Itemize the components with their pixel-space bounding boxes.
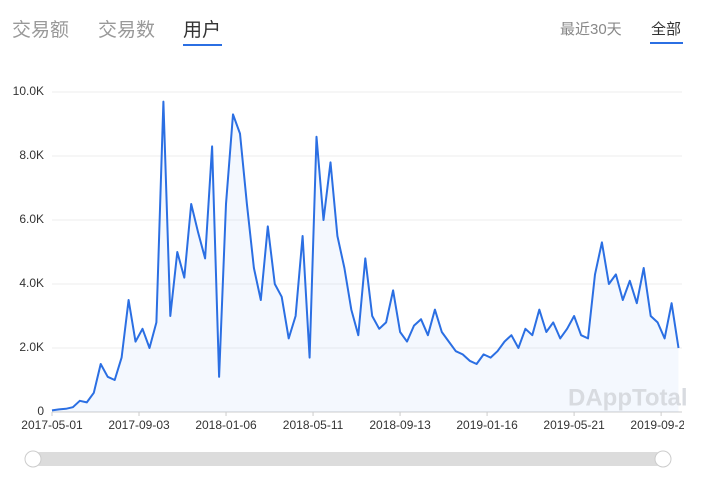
area [52,101,679,412]
slider-track [33,452,663,466]
x-tick-label: 2018-05-11 [283,418,344,432]
x-tick-label: 2017-05-01 [21,418,83,432]
y-tick-label: 8.0K [19,148,44,162]
y-tick-label: 4.0K [19,276,44,290]
range-underline [650,42,683,44]
tab[interactable]: 交易额 [12,19,69,41]
y-tick-label: 0 [37,404,44,418]
slider-handle[interactable] [24,450,42,468]
x-axis-labels: 2017-05-01 2017-09-03 2018-01-06 2018-05-11… [21,412,692,432]
tab-active[interactable]: 用户 [183,19,221,41]
x-tick-label: 2018-09-13 [369,418,431,432]
y-tick-label: 6.0K [19,212,44,226]
plot: 0 2.0K 4.0K 6.0K 8.0K 10.0K 2017-05-01 2017-09-… [13,84,692,432]
tab[interactable]: 交易数 [98,19,155,41]
slider[interactable] [24,450,672,468]
x-tick-label: 2019-09-23 [630,418,692,432]
y-tick-label: 10.0K [13,84,44,98]
watermark: DAppTotal [568,384,688,411]
x-tick-label: 2017-09-03 [108,418,170,432]
range-tab[interactable]: 最近30天 [560,21,622,38]
slider-handle[interactable] [654,450,672,468]
x-tick-label: 2019-05-21 [543,418,605,432]
x-tick-label: 2018-01-06 [195,418,257,432]
range-tab-active[interactable]: 全部 [651,20,681,38]
x-tick-label: 2019-01-16 [456,418,518,432]
tab-underline [183,44,222,46]
y-tick-label: 2.0K [19,340,44,354]
line [51,100,680,412]
